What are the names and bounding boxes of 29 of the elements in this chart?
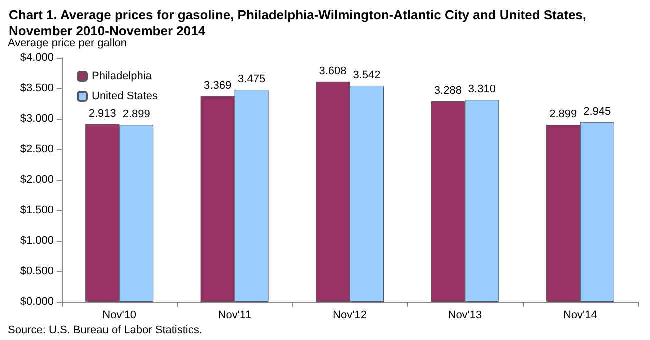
legend-label: Philadelphia bbox=[92, 70, 153, 82]
data-label: 3.310 bbox=[468, 84, 496, 96]
y-tick-label: $0.500 bbox=[20, 266, 54, 278]
data-label: 3.608 bbox=[319, 65, 347, 78]
y-tick-label: $3.000 bbox=[20, 113, 54, 125]
x-tick-label: Nov'14 bbox=[563, 310, 598, 322]
data-label: 3.475 bbox=[238, 74, 266, 86]
legend-label: United States bbox=[92, 90, 159, 102]
y-tick-label: $1.500 bbox=[20, 204, 54, 216]
y-tick-label: $4.000 bbox=[20, 52, 54, 64]
chart-title: Chart 1. Average prices for gasoline, Philadelphia-Wilmington-Atlantic City and United States, November 2010-November 2014 bbox=[9, 8, 590, 38]
x-tick-label: Nov'10 bbox=[102, 310, 137, 322]
y-tick-label: $3.500 bbox=[20, 82, 54, 94]
data-label: 2.899 bbox=[550, 108, 578, 121]
data-label: 3.542 bbox=[353, 69, 381, 82]
y-tick-label: $1.000 bbox=[20, 235, 54, 247]
data-label: 2.899 bbox=[122, 108, 150, 121]
y-tick-label: $2.500 bbox=[20, 144, 54, 156]
x-tick-label: Nov'11 bbox=[218, 310, 252, 322]
y-tick-label: $0.000 bbox=[20, 296, 54, 308]
data-label: 3.288 bbox=[434, 84, 462, 97]
data-label: 2.913 bbox=[88, 108, 116, 120]
source-note: Source: U.S. Bureau of Labor Statistics. bbox=[8, 324, 202, 336]
data-label: 2.945 bbox=[584, 106, 612, 118]
data-label: 3.369 bbox=[204, 80, 232, 92]
x-tick-label: Nov'12 bbox=[333, 310, 367, 322]
x-tick-label: Nov'13 bbox=[448, 310, 482, 322]
y-tick-label: $2.000 bbox=[20, 174, 54, 186]
y-axis-title: Average price per gallon bbox=[8, 38, 128, 50]
